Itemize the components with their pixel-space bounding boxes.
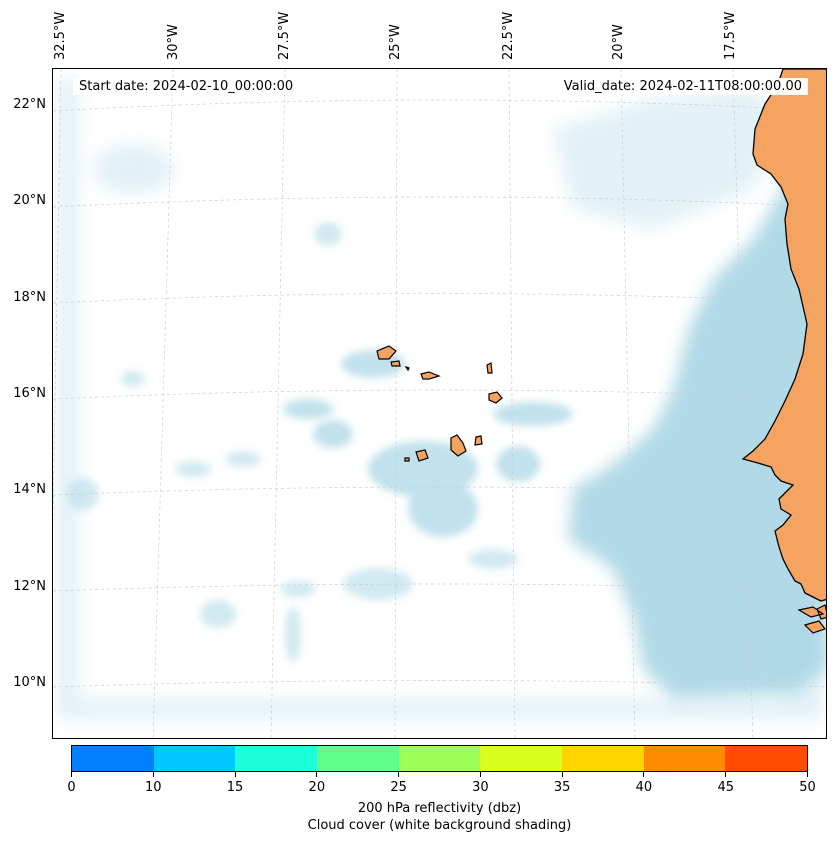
colorbar-tick-label: 0 xyxy=(67,780,76,795)
colorbar-tick-label: 35 xyxy=(553,780,571,795)
lat-label-22n: 22°N xyxy=(13,97,46,112)
colorbar-tick-mark xyxy=(807,772,808,777)
colorbar-tick-mark xyxy=(316,772,318,777)
colorbar-tick-label: 50 xyxy=(799,780,816,795)
africa-landmass xyxy=(741,69,826,602)
map-area xyxy=(52,68,827,739)
colorbar-tick-label: 45 xyxy=(717,780,734,795)
lat-label-18n: 18°N xyxy=(13,290,46,305)
lat-label-14n: 14°N xyxy=(13,482,46,497)
lon-label-17-5w: 17.5°W xyxy=(723,11,738,60)
lat-label-16n: 16°N xyxy=(13,386,46,401)
lon-label-27-5w: 27.5°W xyxy=(277,11,292,60)
start-date-label: Start date: 2024-02-10_00:00:00 xyxy=(73,78,300,95)
colorbar-tick-mark xyxy=(479,772,481,777)
colorbar-segment-2 xyxy=(235,746,318,771)
lon-label-22-5w: 22.5°W xyxy=(501,11,516,60)
colorbar-tick-mark xyxy=(643,772,645,777)
colorbar-segment-0 xyxy=(72,746,154,771)
colorbar-segment-7 xyxy=(643,746,726,771)
colorbar-segment-8 xyxy=(725,746,808,771)
colorbar-tick-label: 15 xyxy=(226,780,244,795)
graticule xyxy=(53,69,826,738)
valid-date-label: Valid_date: 2024-02-11T08:00:00.00 xyxy=(557,78,808,95)
cloud-eastern-mass xyxy=(568,89,826,699)
colorbar-tick-mark xyxy=(561,772,563,777)
lon-label-25w: 25°W xyxy=(388,24,403,60)
lat-label-12n: 12°N xyxy=(13,579,46,594)
colorbar-tick-label: 25 xyxy=(390,780,407,795)
colorbar-tick-mark xyxy=(152,772,154,777)
colorbar-tick-label: 30 xyxy=(472,780,489,795)
colorbar-tick-label: 40 xyxy=(635,780,653,795)
cloud-light-haze xyxy=(57,79,823,719)
colorbar-tick-label: 20 xyxy=(308,780,326,795)
colorbar-tick-mark xyxy=(725,772,727,777)
lat-label-10n: 10°N xyxy=(13,675,46,690)
colorbar-tick-mark xyxy=(71,772,72,777)
colorbar-segment-5 xyxy=(480,746,563,771)
colorbar-tick-mark xyxy=(398,772,400,777)
lat-label-20n: 20°N xyxy=(13,193,46,208)
lon-label-20w: 20°W xyxy=(611,24,626,60)
colorbar-sublabel: Cloud cover (white background shading) xyxy=(307,818,572,833)
colorbar-segment-1 xyxy=(153,746,236,771)
colorbar-tick-mark xyxy=(234,772,236,777)
colorbar-segment-6 xyxy=(562,746,644,771)
colorbar-tick-label: 10 xyxy=(144,780,162,795)
colorbar-label: 200 hPa reflectivity (dbz) xyxy=(357,801,522,816)
lon-label-32-5w: 32.5°W xyxy=(53,11,68,60)
colorbar-segment-3 xyxy=(317,746,399,771)
colorbar xyxy=(71,745,808,772)
cloud-scattered-patches xyxy=(67,222,518,662)
lon-label-30w: 30°W xyxy=(166,24,181,60)
west-africa-islands xyxy=(797,604,826,634)
map-canvas xyxy=(53,69,826,738)
colorbar-segment-4 xyxy=(398,746,481,771)
cabo-verde-islands xyxy=(376,345,503,462)
